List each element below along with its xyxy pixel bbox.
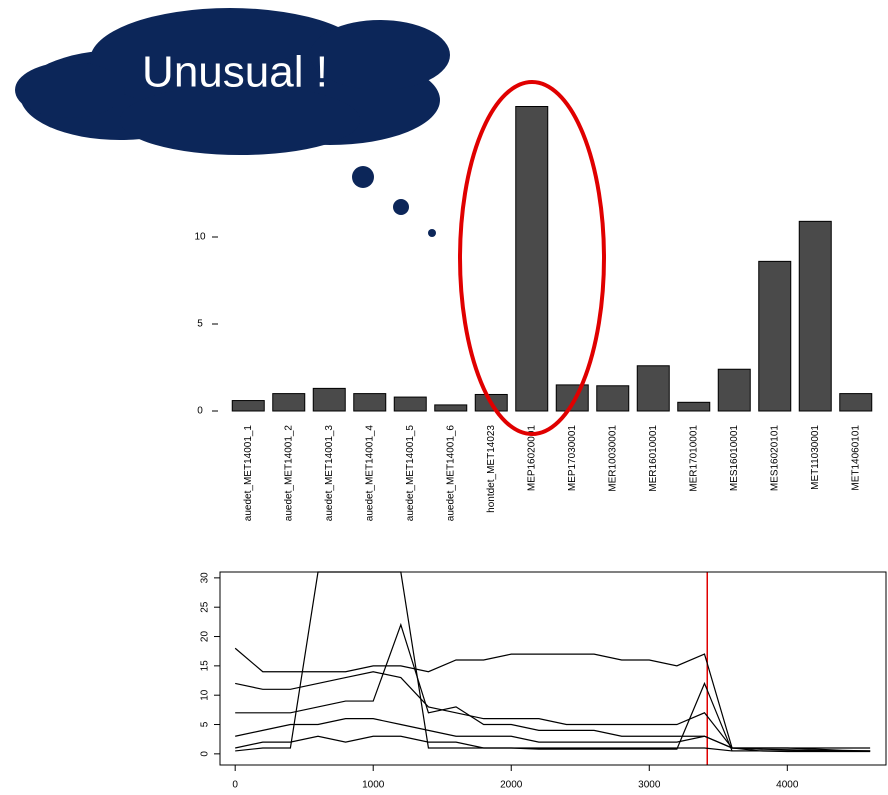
x-tick-label: MER17010001 <box>688 425 699 492</box>
bar <box>678 402 710 411</box>
x-tick-label: MER10030001 <box>607 425 618 492</box>
bar <box>232 401 264 411</box>
bar <box>718 369 750 411</box>
y-tick-label: 20 <box>200 631 211 643</box>
x-tick-label: MET11030001 <box>810 425 821 490</box>
y-tick-label: 5 <box>197 319 203 330</box>
y-tick-label: 10 <box>194 232 206 243</box>
x-tick-label: 2000 <box>500 780 523 791</box>
bar <box>435 405 467 411</box>
slide: 4000 3000 2000 1000 0 30 25 20 15 10 5 0 MET14060101… <box>0 0 888 795</box>
y-tick-label: 0 <box>197 406 203 417</box>
bar <box>354 394 386 411</box>
x-tick-label: MES16020101 <box>769 425 780 492</box>
line-series <box>235 719 870 751</box>
x-tick-label: 4000 <box>776 780 799 791</box>
y-tick-label: 10 <box>200 689 211 701</box>
bar <box>759 261 791 411</box>
annotation: Unusual ! <box>142 48 328 97</box>
thought-bubbles <box>352 166 436 237</box>
bar <box>273 394 305 411</box>
x-tick-label: auedet_MET14001_6 <box>445 425 456 522</box>
bar <box>840 394 872 411</box>
bar <box>637 366 669 411</box>
line-series <box>235 648 870 748</box>
y-tick-label: 5 <box>200 721 211 727</box>
y-tick-label: 30 <box>200 572 211 584</box>
bar <box>313 388 345 411</box>
bar <box>394 397 426 411</box>
x-tick-label: auedet_MET14001_2 <box>283 425 294 522</box>
x-tick-label: MER16010001 <box>648 425 659 492</box>
y-tick-label: 15 <box>200 660 211 672</box>
x-tick-label: auedet_MET14001_5 <box>405 425 416 522</box>
x-tick-label: MES16010001 <box>729 425 740 492</box>
bar <box>799 221 831 411</box>
x-tick-label: auedet_MET14001_1 <box>243 425 254 522</box>
x-tick-label: auedet_MET14001_3 <box>324 425 335 522</box>
x-tick-label: 1000 <box>362 780 385 791</box>
x-tick-label: MEP17030001 <box>567 425 578 492</box>
bar <box>516 107 548 412</box>
line-series <box>235 572 870 752</box>
y-tick-label: 25 <box>200 601 211 613</box>
x-tick-label: 0 <box>232 780 238 791</box>
x-tick-label: MET14060101 <box>850 425 861 491</box>
x-tick-label: auedet_MET14001_4 <box>364 425 375 522</box>
x-tick-label: 3000 <box>638 780 661 791</box>
bar <box>597 386 629 411</box>
x-tick-label: hontdet_MET14023 <box>486 425 497 513</box>
line-series <box>235 625 870 751</box>
y-tick-label: 0 <box>200 751 211 757</box>
